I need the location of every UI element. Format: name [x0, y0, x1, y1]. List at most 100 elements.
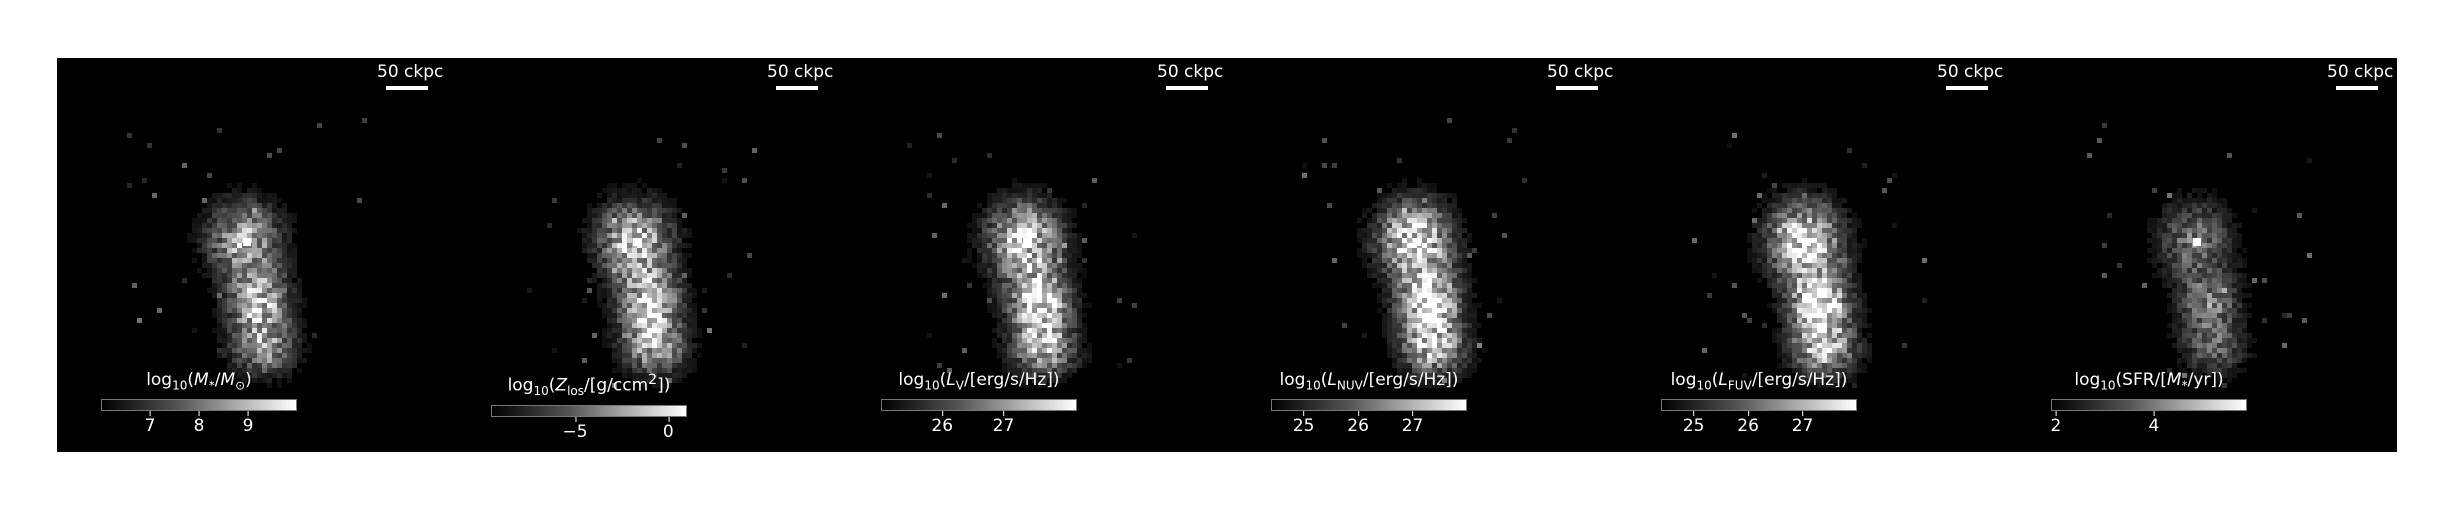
- colorbar-gradient: [491, 405, 687, 418]
- colorbar-gradient: [1271, 399, 1467, 412]
- colorbar-title-text: /yr]): [2187, 370, 2224, 390]
- colorbar-tick-label: 0: [663, 417, 674, 441]
- colorbar-tick-label: 26: [1347, 411, 1369, 435]
- colorbar-title-fn: log: [146, 370, 173, 390]
- colorbar-title-var: L: [1327, 370, 1337, 390]
- scalebar: 50 ckpc: [1157, 62, 1224, 90]
- colorbar-title-var: M: [220, 370, 236, 390]
- colorbar-title-fn: log: [898, 370, 925, 390]
- scalebar-label: 50 ckpc: [1547, 62, 1614, 82]
- colorbar-title-fn: log: [1279, 370, 1306, 390]
- scalebar: 50 ckpc: [767, 62, 834, 90]
- colorbar-title-text: (: [1320, 370, 1328, 390]
- colorbar-title-sub: ⊙: [235, 378, 246, 393]
- colorbar-tick-label: 9: [243, 411, 253, 435]
- pixel-layer: [907, 133, 1137, 388]
- scalebar: 50 ckpc: [1937, 62, 2004, 90]
- colorbar-title-text: (: [939, 370, 947, 390]
- colorbar-tick-label: 27: [1402, 411, 1423, 435]
- scalebar-label: 50 ckpc: [1157, 62, 1224, 82]
- stellar-mass-map: [127, 118, 367, 388]
- luminosity-fuv-map: [1692, 133, 1927, 388]
- colorbar-title-base: 10: [1305, 378, 1321, 393]
- pixel-layer: [527, 138, 757, 388]
- colorbar: log10(LNUV/[erg/s/Hz]) 25 26 27: [1271, 370, 1467, 435]
- galaxy-core: [243, 238, 251, 246]
- colorbar-title-text: /[erg/s/Hz]): [1362, 370, 1459, 390]
- luminosity-nuv-map: [1302, 118, 1527, 388]
- colorbar-gradient: [881, 399, 1077, 412]
- colorbar-tick-label: 26: [1737, 411, 1759, 435]
- colorbar-title-var: L: [1718, 370, 1728, 390]
- galaxy-core: [633, 238, 641, 246]
- colorbar-title-sub: NUV: [1336, 378, 1363, 393]
- galaxy-core: [1023, 238, 1031, 246]
- colorbar-title-sup: 2: [648, 372, 658, 388]
- colorbar-title: log10(LNUV/[erg/s/Hz]): [1271, 370, 1467, 395]
- luminosity-v-map: [907, 133, 1137, 388]
- colorbar-ticks: 25 26 27: [1661, 411, 1857, 435]
- colorbar-title-text: (SFR/[: [2115, 370, 2167, 390]
- scalebar: 50 ckpc: [2327, 62, 2394, 90]
- star-formation-rate-map: [2087, 123, 2312, 388]
- colorbar-title-sub: *: [208, 378, 215, 393]
- scalebar: 50 ckpc: [377, 62, 444, 90]
- colorbar-tick-label: 2: [2050, 411, 2061, 435]
- colorbar-tick-label: 4: [2148, 411, 2159, 435]
- pixel-layer: [127, 118, 367, 388]
- scalebar-line: [776, 86, 818, 90]
- galaxy-core: [2193, 238, 2201, 246]
- colorbar-title-sub: *: [2181, 378, 2188, 393]
- colorbar-title: log10(M*/M⊙): [101, 370, 297, 395]
- colorbar-ticks: 7 8 9: [101, 411, 297, 435]
- panel-luminosity-v: 50 ckpc log10(LV/[erg/s/Hz]) 26 27: [837, 58, 1227, 452]
- colorbar-title-sub: FUV: [1727, 378, 1752, 393]
- colorbar-gradient: [101, 399, 297, 412]
- colorbar-title: log10(LFUV/[erg/s/Hz]): [1661, 370, 1857, 395]
- colorbar-title-text: (: [187, 370, 195, 390]
- colorbar-title: log10(Zlos/[g/ccm2]): [491, 370, 687, 401]
- colorbar: log10(LFUV/[erg/s/Hz]) 25 26 27: [1661, 370, 1857, 435]
- colorbar-title-text: (: [1711, 370, 1719, 390]
- colorbar-title-text: ): [245, 370, 252, 390]
- scalebar-line: [2336, 86, 2378, 90]
- colorbar: log10(LV/[erg/s/Hz]) 26 27: [881, 370, 1077, 435]
- scalebar-label: 50 ckpc: [767, 62, 834, 82]
- colorbar-title-base: 10: [1696, 378, 1712, 393]
- colorbar-title-sub: los: [567, 384, 584, 399]
- colorbar-tick-label: 8: [194, 411, 204, 435]
- scalebar-label: 50 ckpc: [2327, 62, 2394, 82]
- colorbar-tick-label: 26: [931, 411, 953, 435]
- colorbar-tick-label: −5: [562, 417, 588, 441]
- colorbar-title-fn: log: [1670, 370, 1697, 390]
- colorbar-title-var: L: [946, 370, 956, 390]
- colorbar-title-var: M: [194, 370, 209, 390]
- scalebar-label: 50 ckpc: [377, 62, 444, 82]
- colorbar-title-fn: log: [507, 375, 534, 396]
- colorbar-title-text: /: [214, 370, 221, 390]
- colorbar-tick-label: 25: [1293, 411, 1314, 435]
- galaxy-core: [1803, 238, 1811, 246]
- colorbar-title-var: Z: [555, 375, 568, 396]
- colorbar-ticks: 25 26 27: [1271, 411, 1467, 435]
- pixel-layer: [1692, 133, 1927, 388]
- scalebar-line: [1556, 86, 1598, 90]
- colorbar-title: log10(SFR/[M*/yr]): [2051, 370, 2247, 395]
- scalebar-line: [1946, 86, 1988, 90]
- colorbar-title-text: /[g/ccm: [584, 375, 649, 396]
- scalebar-label: 50 ckpc: [1937, 62, 2004, 82]
- colorbar-tick-label: 27: [993, 411, 1014, 435]
- colorbar: log10(Zlos/[g/ccm2]) −5 0: [491, 370, 687, 441]
- colorbar-tick-label: 27: [1792, 411, 1813, 435]
- scalebar-line: [1166, 86, 1208, 90]
- colorbar-title-text: ]): [657, 375, 671, 396]
- metallicity-map: [527, 138, 757, 388]
- pixel-layer: [2087, 123, 2312, 388]
- colorbar-title-base: 10: [533, 384, 549, 399]
- panel-luminosity-nuv: 50 ckpc log10(LNUV/[erg/s/Hz]) 25 26 27: [1227, 58, 1617, 452]
